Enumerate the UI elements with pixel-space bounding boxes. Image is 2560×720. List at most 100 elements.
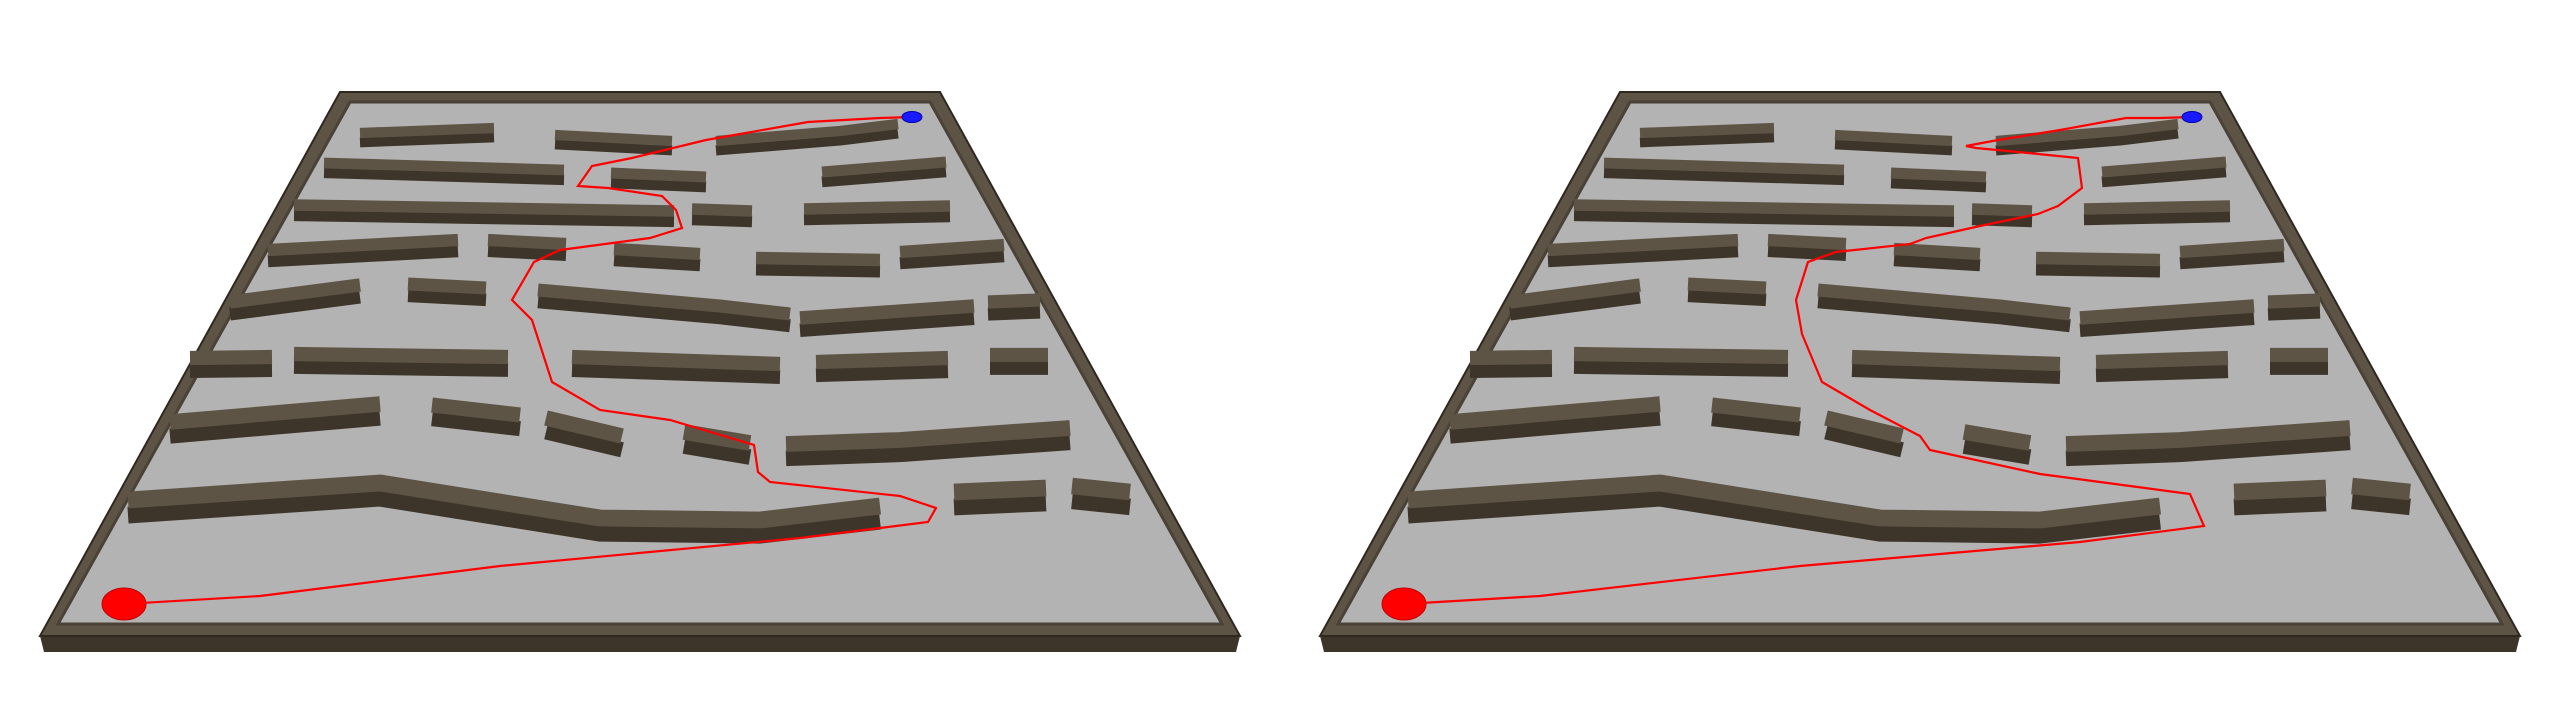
maze-wall-side-17 (1817, 295, 2071, 333)
maze-wall-side-7 (1573, 209, 1955, 228)
maze-wall-13 (755, 251, 881, 267)
maze-wall-14 (899, 238, 1005, 259)
maze-wall-32 (1071, 477, 1131, 501)
maze-wall-20 (1469, 349, 1553, 366)
maze-wall-side-23 (815, 363, 949, 383)
maze-wall-26 (1711, 397, 1801, 423)
maze-wall-19 (2267, 293, 2321, 309)
maze-wall-19 (987, 293, 1041, 309)
maze-wall-14 (2179, 238, 2285, 259)
maze-wall-11 (487, 233, 567, 251)
maze-wall-16 (1687, 277, 1767, 295)
maze-wall-27 (544, 410, 624, 444)
goal-marker (2181, 111, 2203, 123)
maze-wall-27 (1824, 410, 1904, 444)
maze-wall-8 (1971, 203, 2033, 217)
maze-walls (127, 118, 1131, 544)
maze-wall-side-9 (2083, 210, 2231, 226)
maze-wall-21 (1573, 346, 1789, 365)
start-marker (101, 587, 147, 621)
maze-wall-side-10 (1547, 244, 1739, 268)
maze-wall-side-3 (715, 128, 899, 156)
start-marker (1381, 587, 1427, 621)
maze-walls (1407, 118, 2411, 544)
maze-wall-7 (1573, 199, 1955, 217)
maze-wall-2 (554, 129, 673, 147)
floor-inner-edge (1335, 100, 2505, 626)
maze-wall-side-6 (821, 166, 947, 188)
maze-wall-side-25 (1449, 410, 1661, 444)
maze-wall-30 (1407, 474, 2161, 529)
maze-wall-32 (2351, 477, 2411, 501)
maze-wall-side-13 (2035, 262, 2161, 278)
maze-wall-6 (2101, 156, 2227, 178)
maze-wall-side-28 (1962, 438, 2032, 465)
maze-wall-side-2 (554, 139, 673, 156)
maze-wall-side-30 (127, 489, 881, 544)
solution-path (123, 115, 938, 606)
maze-wall-side-19 (2267, 305, 2321, 321)
maze-wall-23 (2095, 350, 2229, 370)
maze-wall-30 (127, 474, 881, 529)
maze-wall-side-3 (1995, 128, 2179, 156)
solution-path (1403, 115, 2206, 606)
maze-wall-side-28 (682, 438, 752, 465)
maze-wall-side-7 (293, 209, 675, 228)
maze-wall-16 (407, 277, 487, 295)
maze-wall-side-31 (953, 494, 1047, 516)
maze-wall-side-9 (803, 210, 951, 226)
maze-wall-side-17 (537, 295, 791, 333)
maze-wall-side-20 (189, 362, 273, 378)
maze-wall-side-13 (755, 262, 881, 278)
board-front-edge (40, 636, 1240, 652)
maze-wall-28 (1962, 424, 2032, 451)
maze-wall-25 (1449, 396, 1661, 430)
maze-wall-side-5 (1890, 177, 1987, 193)
maze-wall-29 (2065, 420, 2351, 452)
maze-panel-right (1280, 0, 2560, 720)
maze-wall-1 (1639, 122, 1775, 139)
maze-wall-side-29 (785, 434, 1071, 467)
floor-inner-edge (55, 100, 1225, 626)
maze-wall-9 (803, 200, 951, 215)
maze-wall-side-32 (2351, 492, 2411, 516)
maze-wall-side-29 (2065, 434, 2351, 467)
maze-wall-5 (610, 167, 707, 183)
maze-wall-side-25 (169, 410, 381, 444)
maze-wall-3 (715, 118, 899, 147)
maze-wall-6 (821, 156, 947, 178)
maze-wall-12 (613, 242, 701, 261)
maze-wall-side-12 (613, 253, 701, 272)
maze-wall-side-22 (571, 362, 781, 384)
goal-marker (901, 111, 923, 123)
maze-wall-side-31 (2233, 494, 2327, 516)
maze-view-right (1318, 91, 2522, 652)
maze-wall-22 (571, 349, 781, 372)
maze-wall-side-16 (1687, 289, 1767, 307)
maze-wall-10 (1547, 233, 1739, 257)
maze-wall-31 (2233, 479, 2327, 501)
maze-wall-18 (2079, 299, 2255, 325)
maze-wall-side-4 (1603, 167, 1845, 186)
maze-wall-side-19 (987, 305, 1041, 321)
board-front-edge (1320, 636, 2520, 652)
maze-wall-side-5 (610, 177, 707, 193)
maze-wall-1 (359, 122, 495, 139)
maze-wall-side-14 (2179, 249, 2285, 270)
maze-wall-29 (785, 420, 1071, 452)
maze-wall-side-32 (1071, 492, 1131, 516)
maze-wall-side-2 (1834, 139, 1953, 156)
maze-wall-side-27 (544, 424, 624, 458)
maze-wall-side-6 (2101, 166, 2227, 188)
maze-wall-18 (799, 299, 975, 325)
maze-wall-7 (293, 199, 675, 217)
maze-wall-side-8 (691, 213, 753, 228)
maze-wall-side-11 (1767, 244, 1847, 262)
maze-wall-side-20 (1469, 362, 1553, 378)
maze-view-left (38, 91, 1242, 652)
maze-wall-31 (953, 479, 1047, 501)
maze-wall-26 (431, 397, 521, 423)
maze-wall-15 (229, 278, 361, 309)
maze-wall-side-14 (899, 249, 1005, 270)
